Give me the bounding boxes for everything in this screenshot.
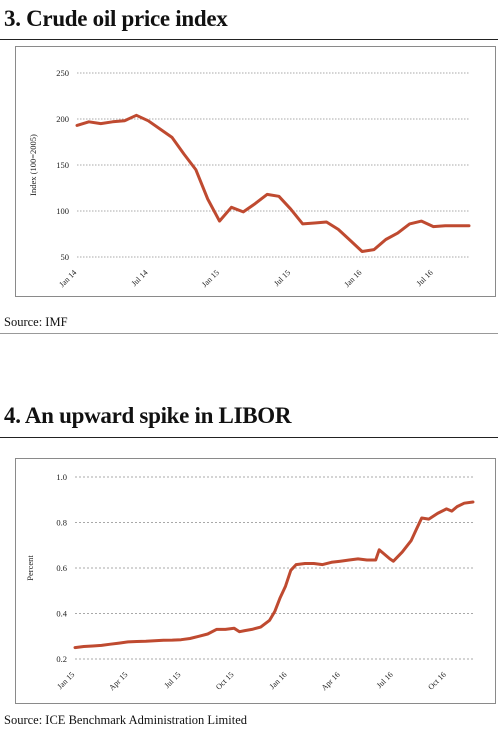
libor-x-tick-label: Oct 15 (214, 670, 236, 692)
oil-y-axis-label: Index (100=2005) (28, 134, 38, 196)
oil-series-line (75, 113, 471, 253)
libor-chart-title: 4. An upward spike in LIBOR (4, 403, 292, 428)
libor-x-tick-label: Jul 16 (375, 670, 395, 690)
libor-x-tick-label: Apr 15 (107, 670, 129, 692)
oil-chart-panel: 3. Crude oil price index 50 100 150 200 250 J… (0, 0, 498, 340)
oil-y-tick-label: 50 (61, 252, 70, 262)
libor-x-tick-label: Oct 16 (426, 670, 448, 692)
oil-chart-frame (15, 46, 496, 297)
oil-source-note: Source: IMF (4, 315, 68, 329)
libor-y-tick-label: 0.8 (56, 518, 67, 528)
libor-y-tick-label: 1.0 (56, 472, 67, 482)
libor-x-tick-label: Apr 16 (320, 670, 342, 692)
oil-y-tick-label: 100 (56, 206, 69, 216)
libor-y-tick-label: 0.6 (56, 563, 67, 573)
oil-y-tick-label: 250 (56, 68, 69, 78)
libor-y-axis-label: Percent (25, 555, 35, 581)
libor-series-line (73, 500, 475, 650)
libor-y-tick-label: 0.4 (56, 609, 67, 619)
libor-x-tick-label: Jan 15 (55, 670, 76, 691)
libor-x-tick-label: Jul 15 (163, 670, 183, 690)
libor-chart-plot: 0.2 0.4 0.6 0.8 1.0 Jan 15 Apr 15 Jul 15 Oct 15 J… (25, 472, 475, 692)
oil-y-tick-label: 150 (56, 160, 69, 170)
libor-y-tick-label: 0.2 (56, 654, 67, 664)
oil-chart-title: 3. Crude oil price index (4, 6, 228, 31)
oil-y-tick-label: 200 (56, 114, 69, 124)
oil-bottom-rule (0, 333, 498, 334)
libor-title-rule (0, 437, 498, 438)
libor-x-tick-label: Jan 16 (268, 670, 289, 691)
oil-title-rule (0, 39, 498, 40)
libor-source-note: Source: ICE Benchmark Administration Lim… (4, 713, 248, 727)
libor-chart-frame (15, 458, 496, 704)
